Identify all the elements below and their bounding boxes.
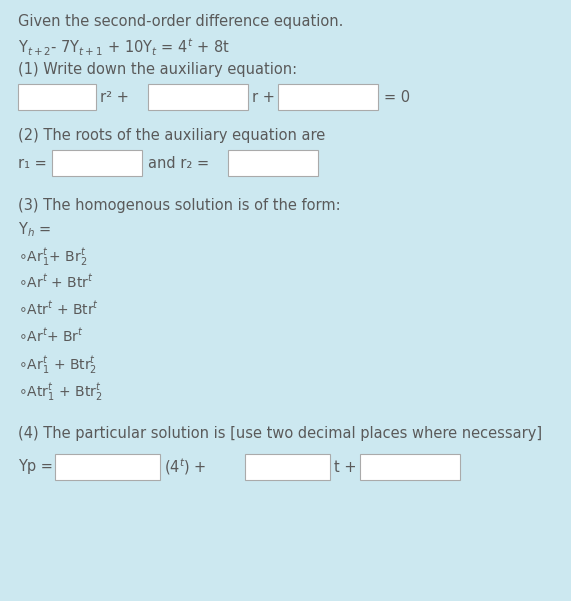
Text: (4) The particular solution is [use two decimal places where necessary]: (4) The particular solution is [use two …	[18, 426, 542, 441]
FancyBboxPatch shape	[18, 84, 96, 110]
Text: Y$_{t+2}$- 7Y$_{t+1}$ + 10Y$_t$ = 4$^t$ + 8t: Y$_{t+2}$- 7Y$_{t+1}$ + 10Y$_t$ = 4$^t$ …	[18, 37, 230, 58]
Text: r₁ =: r₁ =	[18, 156, 47, 171]
FancyBboxPatch shape	[360, 454, 460, 480]
Text: (1) Write down the auxiliary equation:: (1) Write down the auxiliary equation:	[18, 62, 297, 77]
FancyBboxPatch shape	[52, 150, 142, 176]
Text: $\circ$Atr$^t$ + Btr$^t$: $\circ$Atr$^t$ + Btr$^t$	[18, 300, 99, 317]
FancyBboxPatch shape	[245, 454, 330, 480]
FancyBboxPatch shape	[148, 84, 248, 110]
Text: (4$^t$) +: (4$^t$) +	[164, 457, 207, 477]
Text: t +: t +	[334, 460, 356, 475]
Text: $\circ$Ar$^t$+ Br$^t$: $\circ$Ar$^t$+ Br$^t$	[18, 327, 84, 344]
Text: Given the second-order difference equation.: Given the second-order difference equati…	[18, 14, 343, 29]
Text: Y$_h$ =: Y$_h$ =	[18, 220, 51, 239]
FancyBboxPatch shape	[55, 454, 160, 480]
Text: $\circ$Ar$_1^t$+ Br$_2^t$: $\circ$Ar$_1^t$+ Br$_2^t$	[18, 246, 87, 267]
Text: $\circ$Ar$_1^t$ + Btr$_2^t$: $\circ$Ar$_1^t$ + Btr$_2^t$	[18, 354, 97, 376]
Text: (3) The homogenous solution is of the form:: (3) The homogenous solution is of the fo…	[18, 198, 341, 213]
FancyBboxPatch shape	[278, 84, 378, 110]
Text: and r₂ =: and r₂ =	[148, 156, 209, 171]
FancyBboxPatch shape	[228, 150, 318, 176]
Text: $\circ$Ar$^t$ + Btr$^t$: $\circ$Ar$^t$ + Btr$^t$	[18, 273, 94, 291]
Text: $\circ$Atr$_1^t$ + Btr$_2^t$: $\circ$Atr$_1^t$ + Btr$_2^t$	[18, 381, 103, 403]
Text: Yp =: Yp =	[18, 460, 53, 475]
Text: r² +: r² +	[100, 90, 129, 105]
Text: (2) The roots of the auxiliary equation are: (2) The roots of the auxiliary equation …	[18, 128, 325, 143]
Text: = 0: = 0	[384, 90, 410, 105]
Text: r +: r +	[252, 90, 275, 105]
